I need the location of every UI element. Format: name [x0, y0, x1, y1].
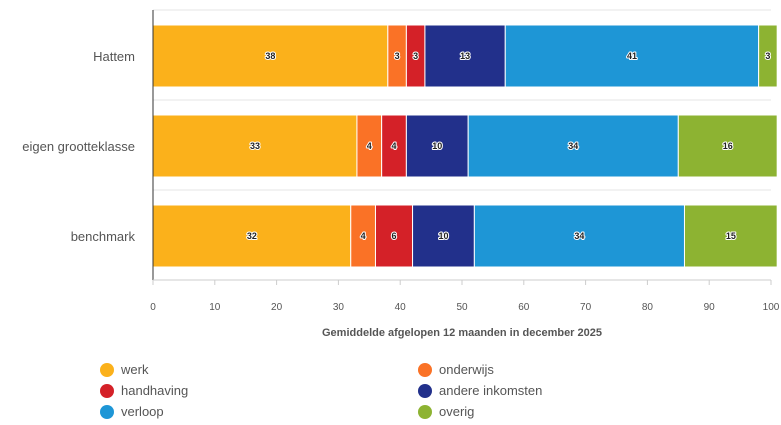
data-label: 4: [367, 141, 372, 151]
data-label: 32: [247, 231, 257, 241]
legend-item[interactable]: verloop: [100, 404, 164, 419]
tick-label: 100: [763, 302, 780, 313]
legend-item[interactable]: overig: [418, 404, 474, 419]
data-label: 10: [432, 141, 442, 151]
data-label: 34: [574, 231, 584, 241]
tick-label: 30: [333, 302, 345, 313]
legend-label: overig: [439, 404, 474, 419]
tick-label: 70: [580, 302, 592, 313]
data-label: 3: [413, 51, 418, 61]
legend-swatch: [100, 363, 114, 377]
category-label: benchmark: [71, 229, 136, 244]
data-label: 10: [438, 231, 448, 241]
legend-swatch: [418, 384, 432, 398]
data-label: 41: [627, 51, 637, 61]
legend-item[interactable]: onderwijs: [418, 362, 494, 377]
data-label: 3: [765, 51, 770, 61]
tick-label: 90: [704, 302, 716, 313]
tick-label: 80: [642, 302, 654, 313]
x-axis-ticks: 0 10 20 30 40 50 60 70 80 90 100: [150, 280, 780, 313]
category-label: eigen grootteklasse: [22, 139, 135, 154]
data-label: 15: [726, 231, 736, 241]
tick-label: 40: [395, 302, 407, 313]
category-labels: Hattem eigen grootteklasse benchmark: [22, 49, 135, 244]
legend-swatch: [418, 363, 432, 377]
legend-swatch: [100, 384, 114, 398]
data-label: 4: [361, 231, 366, 241]
tick-label: 10: [209, 302, 221, 313]
legend-label: andere inkomsten: [439, 383, 542, 398]
data-label: 33: [250, 141, 260, 151]
category-label: Hattem: [93, 49, 135, 64]
legend-item[interactable]: andere inkomsten: [418, 383, 542, 398]
legend-item[interactable]: werk: [100, 362, 148, 377]
tick-label: 60: [518, 302, 530, 313]
tick-label: 20: [271, 302, 283, 313]
data-label: 13: [460, 51, 470, 61]
data-label: 6: [392, 231, 397, 241]
data-label: 3: [395, 51, 400, 61]
legend-label: onderwijs: [439, 362, 494, 377]
tick-label: 50: [456, 302, 468, 313]
tick-label: 0: [150, 302, 156, 313]
legend-label: handhaving: [121, 383, 188, 398]
legend-label: werk: [121, 362, 148, 377]
data-label: 4: [392, 141, 397, 151]
legend-label: verloop: [121, 404, 164, 419]
x-axis-title: Gemiddelde afgelopen 12 maanden in decem…: [322, 327, 602, 339]
legend-swatch: [100, 405, 114, 419]
legend-swatch: [418, 405, 432, 419]
data-label: 16: [723, 141, 733, 151]
data-label: 38: [265, 51, 275, 61]
legend-item[interactable]: handhaving: [100, 383, 188, 398]
data-label: 34: [568, 141, 578, 151]
